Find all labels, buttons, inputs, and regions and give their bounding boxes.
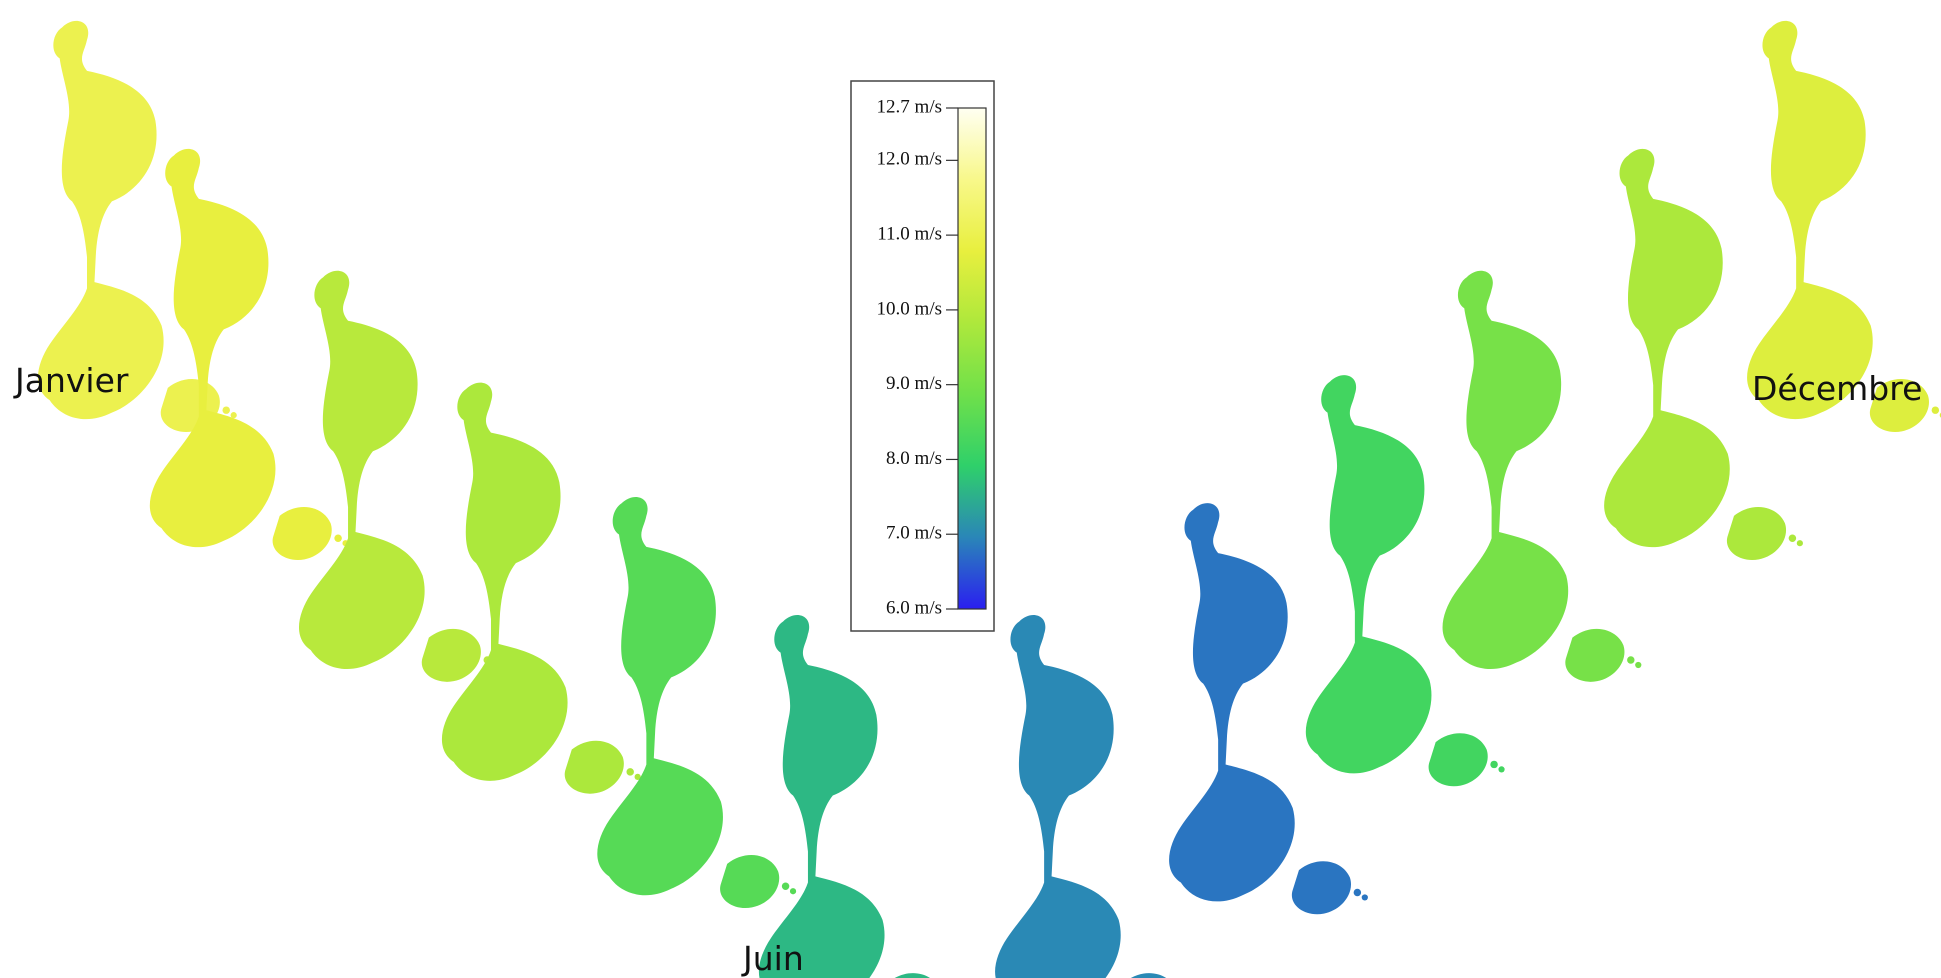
colorbar [957,107,987,610]
tick-label: 9.0 m/s [886,373,942,394]
month-label: Janvier [13,361,129,400]
island-shape [1442,270,1642,682]
island-shape [995,615,1194,978]
tick-label: 12.0 m/s [877,149,942,170]
month-map [298,270,498,682]
month-map [441,382,641,794]
month-label: Décembre [1752,369,1922,408]
month-map [1442,270,1642,682]
island-shape [441,382,641,794]
tick-label: 8.0 m/s [886,448,942,469]
tick-label: 12.7 m/s [877,96,942,117]
tick-label: 10.0 m/s [877,298,942,319]
month-label: Juin [741,939,804,978]
tick-label: 11.0 m/s [877,223,942,244]
island-shape [298,270,498,682]
island-shape [149,148,349,561]
month-map [149,148,349,561]
tick-label: 7.0 m/s [886,523,942,544]
island-shape [758,615,958,978]
month-map [758,615,958,978]
month-map [597,496,797,909]
month-map [995,615,1194,978]
tick-label: 6.0 m/s [886,597,942,618]
island-shape [597,496,797,909]
